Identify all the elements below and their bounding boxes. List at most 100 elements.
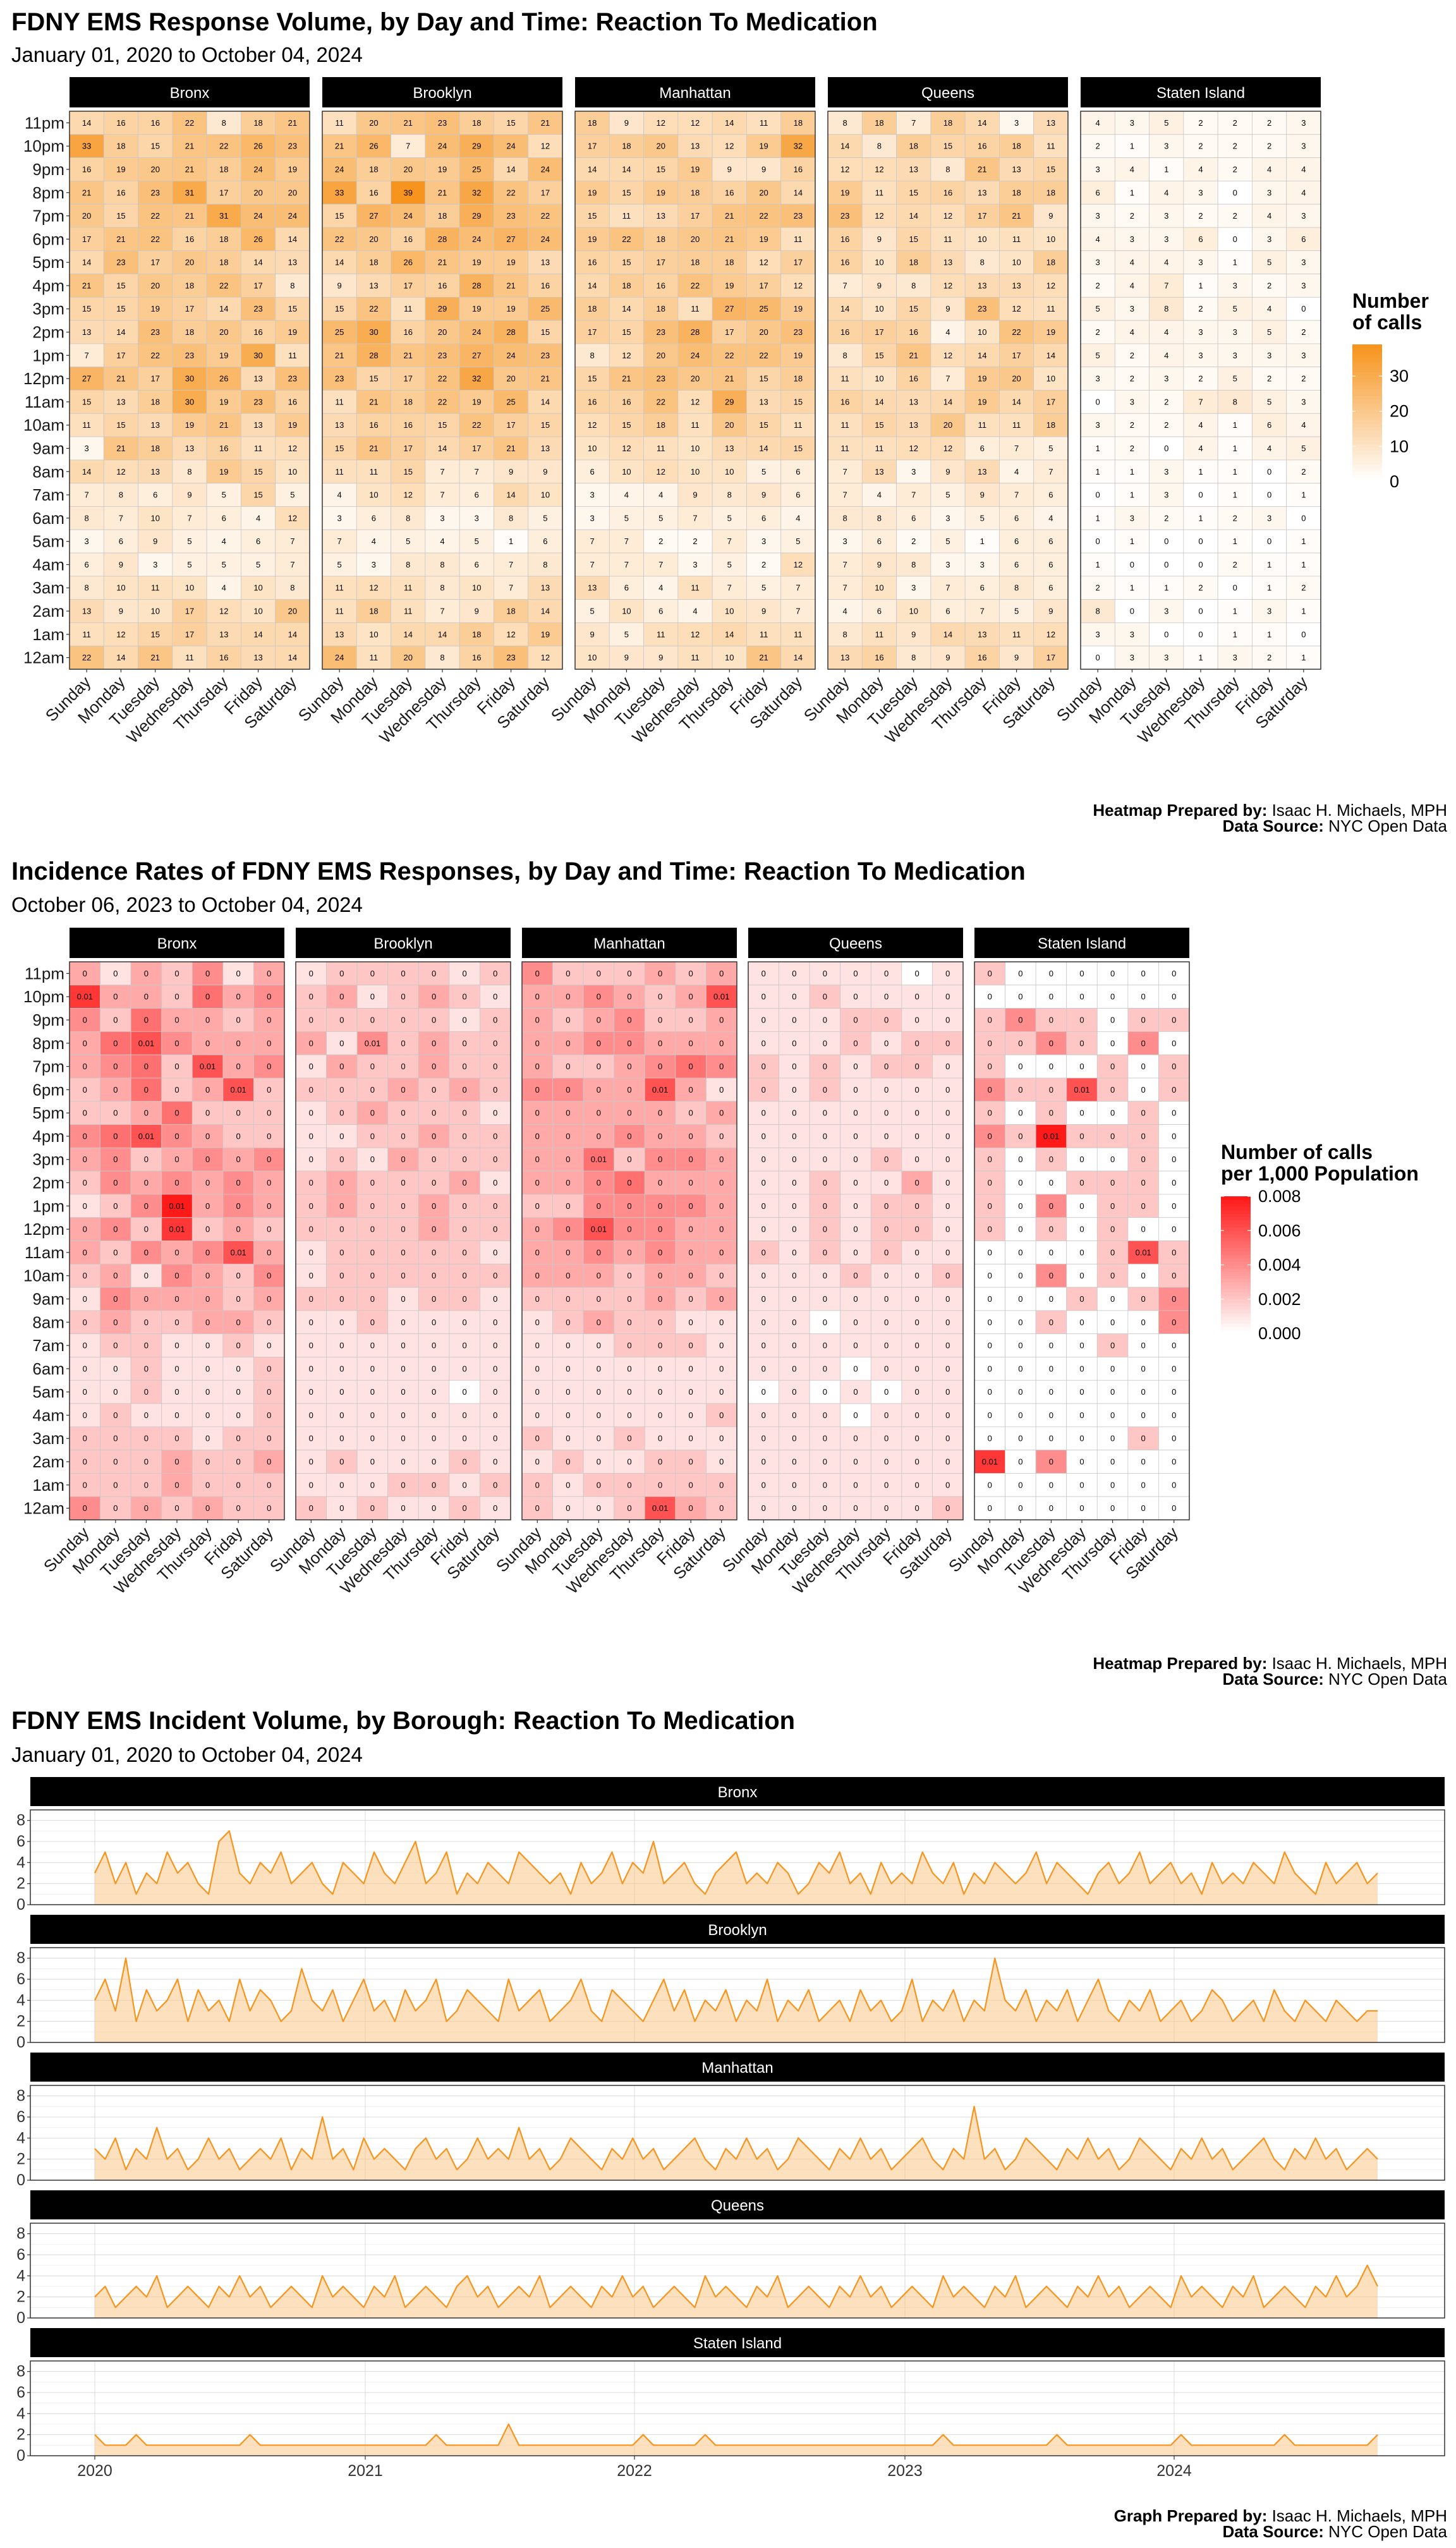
chart1-cell-label: 3 — [1301, 258, 1306, 267]
chart1-cell — [494, 157, 529, 181]
chart1-cell-label: 3 — [1198, 188, 1203, 197]
chart1-cell-label: 3 — [1164, 653, 1168, 662]
chart1-cell-label: 23 — [506, 211, 515, 221]
chart1-cell — [391, 274, 426, 298]
chart1-cell — [138, 296, 173, 321]
chart1-cell-label: 12 — [369, 583, 378, 593]
chart1-cell-label: 12 — [541, 142, 550, 151]
chart2-strip-label: Staten Island — [1038, 935, 1126, 952]
chart2-caption-value-2: NYC Open Data — [1324, 1670, 1448, 1689]
chart1-cell — [69, 343, 104, 368]
chart1-cell-label: 12 — [691, 629, 700, 639]
chart1-cell-label: 13 — [909, 420, 918, 430]
chart2-cell-label: 0 — [884, 1015, 889, 1024]
chart2-cell-label: 0 — [1141, 1271, 1146, 1280]
chart2-cell-label: 0 — [144, 1108, 149, 1118]
chart2-cell-label: 0 — [853, 1503, 858, 1513]
chart1-cell-label: 20 — [403, 164, 412, 174]
chart1-cell-label: 8 — [843, 118, 847, 128]
chart1-cell-label: 3 — [1267, 188, 1271, 197]
chart2-cell-label: 0 — [719, 1457, 724, 1467]
chart2-cell-label: 0 — [597, 1480, 601, 1489]
chart2-cell-label: 0 — [339, 1038, 344, 1048]
chart2-cell-label: 0 — [658, 1341, 662, 1350]
chart1-hour-label: 5am — [32, 532, 64, 551]
chart2-cell-label: 0 — [267, 1201, 271, 1211]
chart2-cell-label: 0 — [884, 1271, 889, 1280]
chart2-cell-label: 0 — [113, 1247, 118, 1257]
chart2-cell-label: 0 — [658, 1480, 662, 1489]
chart1-cell-label: 15 — [288, 304, 297, 313]
chart1-legend-tick-label: 20 — [1390, 402, 1409, 421]
chart1-cell-label: 14 — [288, 629, 297, 639]
chart1-cell-label: 9 — [590, 629, 595, 639]
chart2-cell-label: 0 — [309, 1201, 313, 1211]
chart1-legend-gradient-step — [1352, 423, 1382, 427]
chart1-cell-label: 0 — [1233, 583, 1237, 593]
chart1-cell-label: 10 — [541, 490, 550, 500]
chart1-legend-gradient-step — [1352, 358, 1382, 362]
chart1-cell-label: 6 — [1198, 234, 1203, 244]
chart1-cell-label: 1 — [1301, 537, 1306, 546]
chart2-cell-label: 0 — [853, 992, 858, 1002]
chart1-cell — [206, 180, 241, 205]
chart1-cell-label: 3 — [911, 467, 916, 476]
chart1-cell-label: 15 — [541, 327, 550, 337]
chart1-cell-label: 28 — [691, 327, 700, 337]
chart1-cell-label: 19 — [116, 164, 125, 174]
chart2-cell-label: 0 — [174, 1318, 179, 1327]
chart2-cell-label: 0 — [463, 1503, 467, 1513]
chart1-cell-label: 16 — [403, 234, 412, 244]
chart1-cell-label: 3 — [1096, 374, 1100, 384]
chart1-hour-label: 2pm — [32, 323, 64, 342]
chart2-hour-label: 9am — [32, 1289, 64, 1308]
chart1-cell-label: 13 — [335, 629, 344, 639]
chart1-cell-label: 16 — [150, 118, 159, 128]
chart2-cell-label: 0 — [1110, 1247, 1115, 1257]
chart3-subtitle: January 01, 2020 to October 04, 2024 — [11, 1743, 363, 1766]
chart2-cell-label: 0 — [236, 1108, 241, 1118]
chart1-cell-label: 16 — [909, 327, 918, 337]
chart1-cell — [206, 296, 241, 321]
chart2-cell-label: 0 — [493, 1155, 497, 1164]
chart2-cell-label: 0 — [144, 1062, 149, 1071]
chart2-cell-label: 0 — [83, 1364, 87, 1373]
chart1-cell-label: 4 — [1267, 304, 1271, 313]
chart2-legend-gradient-step — [1221, 1251, 1251, 1255]
chart2-cell-label: 0 — [823, 1480, 827, 1489]
chart2-cell-label: 0 — [493, 1108, 497, 1118]
chart2-cell-label: 0 — [1141, 1480, 1146, 1489]
chart1-cell-label: 21 — [541, 118, 550, 128]
chart2-cell-label: 0 — [761, 1271, 766, 1280]
chart1-cell-label: 21 — [978, 164, 986, 174]
chart2-cell-label: 0 — [1049, 1434, 1053, 1443]
chart2-legend-gradient-step — [1221, 1216, 1251, 1221]
chart2-cell-label: 0 — [597, 1387, 601, 1397]
chart2-cell-label: 0 — [689, 1038, 693, 1048]
chart2-cell-label: 0 — [823, 1410, 827, 1420]
chart2-cell-label: 0 — [309, 1480, 313, 1489]
chart2-cell-label: 0 — [689, 1387, 693, 1397]
chart1-cell-label: 8 — [85, 583, 89, 593]
chart2-cell-label: 0 — [915, 1178, 919, 1187]
chart1-cell-label: 6 — [877, 537, 882, 546]
chart2-hour-label: 2am — [32, 1452, 64, 1471]
chart2-cell-label: 0 — [174, 1155, 179, 1164]
chart3-strip-label: Staten Island — [693, 2335, 782, 2352]
chart2-cell-label: 0 — [370, 1015, 375, 1024]
chart1-cell-label: 15 — [794, 397, 803, 406]
chart2-legend-gradient-step — [1221, 1268, 1251, 1272]
chart2-cell-label: 0 — [823, 1503, 827, 1513]
chart1-cell-label: 11 — [622, 211, 631, 221]
chart1-cell-label: 24 — [472, 234, 481, 244]
chart2-cell-label: 0 — [339, 1387, 344, 1397]
chart2-cell-label: 0 — [792, 1201, 796, 1211]
chart2-cell-label: 0 — [792, 1108, 796, 1118]
chart1-cell-label: 15 — [116, 420, 125, 430]
chart1-cell-label: 15 — [909, 304, 918, 313]
chart1-cell — [275, 622, 310, 646]
chart1-cell-label: 23 — [438, 351, 447, 360]
chart2-cell-label: 0 — [689, 1434, 693, 1443]
chart2-cell-label: 0 — [432, 1085, 436, 1095]
chart1-cell-label: 9 — [1048, 211, 1053, 221]
